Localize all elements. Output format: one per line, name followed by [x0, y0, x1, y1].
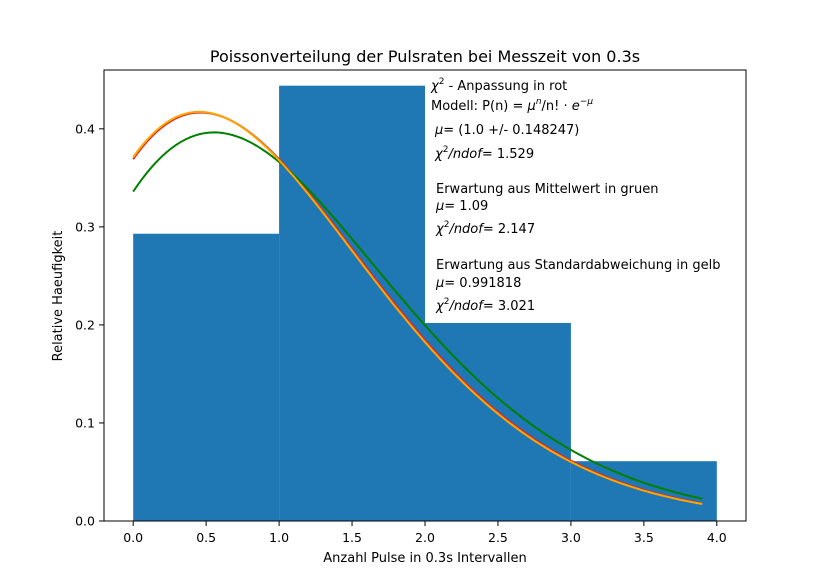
std-mu-line: μ= 0.991818: [435, 276, 521, 291]
histogram-bar-1: [279, 85, 425, 522]
x-tick-label: 0.0: [123, 530, 143, 545]
fit-chi: = 1.529: [482, 147, 534, 162]
x-tick-label: 3.0: [561, 530, 581, 545]
x-axis-ticks: 0.0 0.5 1.0 1.5 2.0 2.5 3.0 3.5 4.0: [123, 521, 727, 545]
histogram-bar-0: [133, 233, 280, 521]
std-chi: = 3.021: [483, 299, 535, 314]
x-axis-label: Anzahl Pulse in 0.3s Intervallen: [323, 551, 526, 566]
std-title: Erwartung aus Standardabweichung in gelb: [436, 258, 721, 273]
x-tick-label: 2.5: [488, 530, 508, 545]
y-tick-label: 0.2: [75, 317, 95, 332]
x-tick-label: 1.0: [269, 530, 289, 545]
x-tick-label: 1.5: [342, 530, 362, 545]
curve-1: [132, 131, 703, 500]
y-tick-label: 0.1: [75, 415, 95, 430]
model-line: Modell: P(n) = μn/n! · e−μ: [431, 97, 593, 114]
y-axis-ticks: 0.0 0.1 0.2 0.3 0.4: [75, 121, 104, 529]
histogram-bar-2: [425, 322, 571, 521]
fit-mu: = (1.0 +/- 0.148247): [443, 123, 579, 138]
histogram-bars: [133, 85, 717, 522]
y-tick-label: 0.0: [75, 514, 95, 529]
mean-mu: = 1.09: [444, 199, 488, 214]
fit-title-text: - Anpassung in rot: [444, 79, 567, 94]
std-mu: = 0.991818: [444, 276, 521, 291]
y-tick-label: 0.3: [75, 219, 95, 234]
curve-2: [132, 110, 703, 505]
x-tick-label: 4.0: [707, 530, 727, 545]
mean-chi-line: χ2/ndof= 2.147: [435, 220, 535, 237]
y-axis-label: Relative Haeufigkeit: [51, 231, 66, 362]
x-tick-label: 2.0: [415, 530, 435, 545]
fit-mu-line: μ= (1.0 +/- 0.148247): [434, 123, 579, 138]
fit-title-line: χ2 - Anpassung in rot: [430, 77, 567, 94]
x-tick-label: 3.5: [634, 530, 654, 545]
mean-title: Erwartung aus Mittelwert in gruen: [436, 182, 658, 197]
std-chi-line: χ2/ndof= 3.021: [435, 297, 535, 314]
annotations: χ2 - Anpassung in rot Modell: P(n) = μn/…: [430, 77, 721, 314]
chart-title: Poissonverteilung der Pulsraten bei Mess…: [210, 47, 640, 66]
mean-mu-line: μ= 1.09: [435, 199, 488, 214]
fit-chi-line: χ2/ndof= 1.529: [434, 145, 534, 162]
x-tick-label: 0.5: [196, 530, 216, 545]
y-tick-label: 0.4: [75, 121, 95, 136]
model-prefix: Modell: P(n) =: [431, 99, 528, 114]
fit-curves: [132, 110, 703, 505]
model-sep: /n! ·: [542, 99, 572, 114]
mean-chi: = 2.147: [483, 222, 535, 237]
